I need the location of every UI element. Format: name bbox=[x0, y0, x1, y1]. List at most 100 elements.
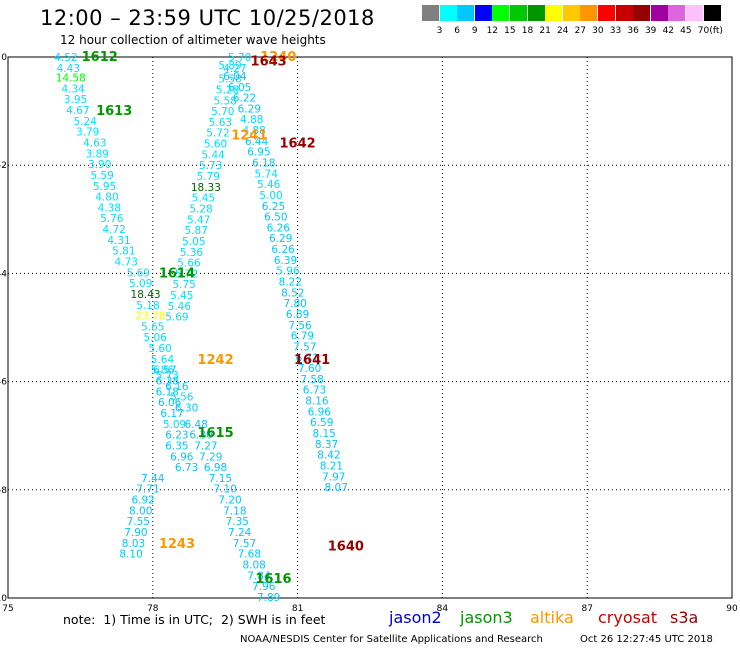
wave-height-point: 8.22 bbox=[279, 277, 302, 289]
wave-height-point: 7.80 bbox=[283, 298, 306, 310]
pass-label: 1615 bbox=[197, 426, 233, 441]
pass-label: 1614 bbox=[159, 266, 195, 281]
wave-height-point: 6.96 bbox=[308, 406, 332, 418]
wave-height-point: 5.09 bbox=[163, 419, 186, 431]
wave-height-point: 3.79 bbox=[76, 127, 99, 139]
wave-height-point: 6.22 bbox=[233, 93, 256, 105]
wave-height-point: 6.38 bbox=[156, 376, 179, 388]
credit-line: NOAA/NESDIS Center for Satellite Applica… bbox=[240, 634, 543, 645]
wave-height-point: 6.50 bbox=[264, 212, 287, 224]
wave-height-point: 5.81 bbox=[112, 246, 135, 258]
wave-height-point: 6.95 bbox=[247, 147, 270, 159]
pass-label: 1240 bbox=[260, 50, 296, 65]
color-swatch bbox=[703, 5, 721, 21]
wave-height-point: 4.34 bbox=[61, 83, 85, 95]
wave-height-point: 7.44 bbox=[141, 473, 165, 485]
wave-height-point: 7.56 bbox=[288, 320, 312, 332]
wave-height-point: 5.00 bbox=[259, 190, 282, 202]
color-scale-label: 3 bbox=[436, 26, 443, 36]
x-tick-label: 87 bbox=[581, 604, 592, 614]
wave-height-point: 7.58 bbox=[300, 374, 323, 386]
wave-height-point: 5.28 bbox=[216, 84, 239, 96]
wave-height-point: 5.36 bbox=[180, 247, 204, 259]
wave-height-point: 7.29 bbox=[199, 451, 222, 463]
wave-height-point: 5.44 bbox=[201, 149, 225, 161]
wave-height-point: 6.92 bbox=[131, 495, 154, 507]
pass-label: 1641 bbox=[294, 353, 330, 368]
wave-height-point: 3.95 bbox=[64, 94, 87, 106]
pass-label: 1613 bbox=[96, 104, 132, 119]
wave-height-point: 6.18 bbox=[156, 386, 179, 398]
wave-height-point: 6.59 bbox=[310, 417, 333, 429]
wave-height-point: 6.26 bbox=[267, 222, 291, 234]
legend-cryosat: cryosat bbox=[598, 608, 658, 627]
wave-height-point: 6.89 bbox=[286, 309, 309, 321]
wave-height-point: 6.25 bbox=[262, 201, 285, 213]
wave-height-point: 7.24 bbox=[228, 527, 252, 539]
wave-height-point: 5.76 bbox=[100, 213, 124, 225]
color-swatch bbox=[527, 5, 545, 21]
wave-height-point: 7.20 bbox=[218, 495, 241, 507]
wave-height-point: 5.59 bbox=[90, 170, 113, 182]
color-swatch bbox=[615, 5, 633, 21]
color-scale-label: 21 bbox=[539, 26, 551, 36]
color-scale-label: 70 bbox=[697, 26, 710, 36]
wave-height-point: 8.15 bbox=[312, 428, 335, 440]
wave-height-point: 6.29 bbox=[269, 233, 292, 245]
wave-height-point: 7.97 bbox=[322, 471, 345, 483]
color-swatch bbox=[439, 5, 457, 21]
color-swatch bbox=[545, 5, 563, 21]
wave-height-point: 8.21 bbox=[320, 460, 343, 472]
legend-s3a: s3a bbox=[670, 608, 699, 627]
wave-height-point: 7.57 bbox=[233, 538, 256, 550]
wave-height-point: 4.80 bbox=[95, 192, 118, 204]
wave-height-point: 5.46 bbox=[168, 301, 192, 313]
color-swatch bbox=[510, 5, 527, 21]
wave-height-point: 5.96 bbox=[276, 266, 300, 278]
pass-label: 1616 bbox=[255, 572, 291, 587]
wave-height-point: 7.55 bbox=[127, 516, 150, 528]
wave-height-point: 7.60 bbox=[298, 363, 321, 375]
wave-height-point: 4.43 bbox=[57, 63, 80, 75]
color-scale-label: 30 bbox=[592, 26, 604, 36]
wave-height-point: 5.47 bbox=[187, 214, 210, 226]
wave-height-point: 5.58 bbox=[218, 74, 241, 86]
wave-height-point: 6.16 bbox=[165, 381, 189, 393]
color-scale-label: (ft) bbox=[709, 26, 723, 36]
wave-height-point: 5.28 bbox=[189, 203, 212, 215]
wave-height-point: 5.05 bbox=[182, 236, 205, 248]
wave-height-point: 8.10 bbox=[119, 549, 142, 561]
wave-height-point: 5.63 bbox=[209, 117, 232, 129]
chart-subtitle: 12 hour collection of altimeter wave hei… bbox=[60, 33, 326, 47]
wave-height-point: 5.73 bbox=[199, 160, 222, 172]
wave-height-point: 4.88 bbox=[242, 125, 265, 137]
wave-height-point: 6.98 bbox=[204, 462, 227, 474]
wave-height-point: 4.38 bbox=[98, 202, 121, 214]
wave-height-point: 8.08 bbox=[242, 559, 265, 571]
x-tick-label: 84 bbox=[437, 604, 449, 614]
wave-height-point: 4.63 bbox=[83, 137, 106, 149]
color-swatch bbox=[457, 5, 475, 21]
wave-height-point: 5.46 bbox=[257, 179, 281, 191]
wave-height-point: 6.39 bbox=[274, 255, 297, 267]
wave-height-point: 8.03 bbox=[122, 538, 145, 550]
wave-height-point: 7.18 bbox=[223, 505, 246, 517]
wave-height-point: 5.87 bbox=[185, 225, 208, 237]
wave-height-point: 6.05 bbox=[228, 82, 251, 94]
wave-height-point: 6.79 bbox=[291, 331, 314, 343]
color-swatch bbox=[562, 5, 580, 21]
legend-jason3: jason3 bbox=[460, 608, 513, 627]
pass-label: 1612 bbox=[82, 50, 118, 65]
y-tick-label: -10 bbox=[0, 594, 7, 604]
y-tick-label: -4 bbox=[0, 269, 7, 279]
pass-label: 1242 bbox=[197, 353, 233, 368]
color-swatch bbox=[686, 5, 703, 21]
wave-height-point: 6.26 bbox=[271, 244, 295, 256]
wave-height-point: 7.71 bbox=[136, 484, 159, 496]
wave-height-point: 6.71 bbox=[296, 352, 319, 364]
wave-height-point: 6.57 bbox=[153, 365, 176, 377]
wave-height-point: 8.37 bbox=[315, 439, 338, 451]
wave-height-point: 4.88 bbox=[240, 114, 263, 126]
wave-height-point: 5.24 bbox=[74, 116, 98, 128]
wave-height-point: 4.73 bbox=[115, 256, 138, 268]
